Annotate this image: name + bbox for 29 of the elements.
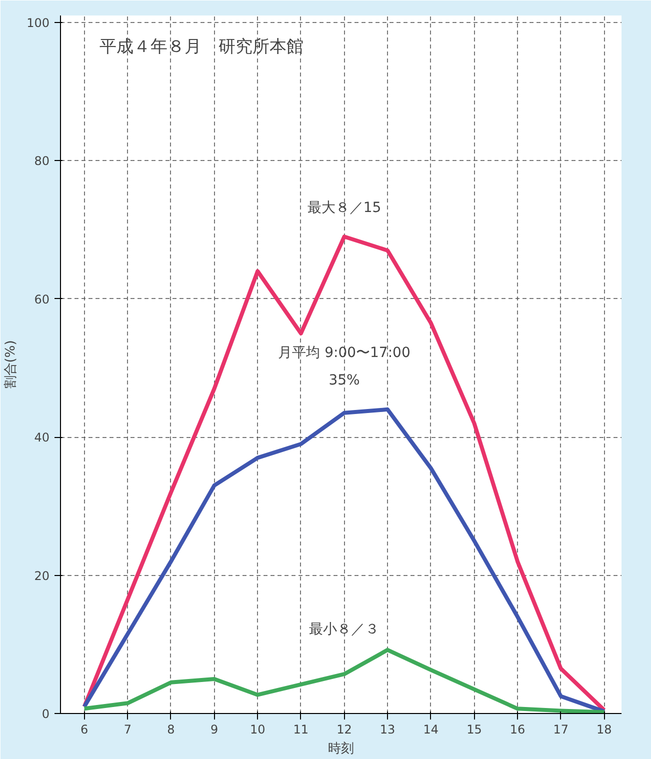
y-tick-label: 0: [42, 707, 50, 721]
line-series: [82, 648, 606, 714]
x-tick-label: 17: [553, 722, 568, 736]
x-tick-label: 18: [596, 722, 612, 736]
x-tick-label: 6: [80, 722, 88, 736]
y-axis-title: 割合(%): [4, 340, 19, 389]
annotation: 35%: [328, 372, 360, 389]
y-tick-label: 40: [34, 430, 50, 445]
x-tick-label: 8: [167, 722, 175, 736]
x-tick-label: 13: [380, 722, 396, 736]
y-tick-label: 80: [34, 154, 50, 168]
line-series: [82, 234, 606, 712]
annotation: 最小８／３: [309, 621, 380, 638]
x-tick-label: 10: [250, 722, 266, 736]
x-tick-label: 15: [466, 722, 482, 736]
x-axis-title: 時刻: [328, 742, 354, 756]
x-tick-label: 14: [423, 722, 439, 736]
y-tick-label: 60: [34, 292, 50, 306]
y-tick-label: 20: [34, 568, 50, 583]
text: 平成４年８月 研究所本館: [99, 36, 304, 57]
x-tick-label: 12: [336, 722, 352, 736]
x-tick-label: 11: [293, 722, 309, 736]
annotation: 月平均 9:00〜17:00: [278, 345, 410, 362]
x-tick-label: 16: [510, 722, 526, 736]
annotation: 最大８／15: [307, 200, 382, 216]
line-series: [82, 407, 606, 714]
x-tick-label: 7: [124, 722, 132, 736]
x-tick-label: 9: [210, 722, 218, 736]
y-tick-label: 100: [26, 16, 50, 30]
